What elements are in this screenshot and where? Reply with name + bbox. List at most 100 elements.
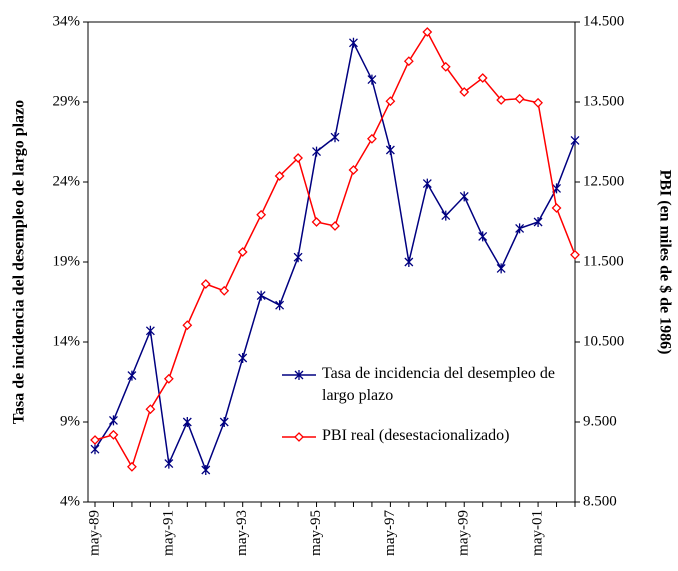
data-point xyxy=(256,209,267,220)
data-point xyxy=(477,73,488,83)
diamond-marker xyxy=(293,153,303,163)
data-point xyxy=(422,178,432,189)
diamond-marker xyxy=(459,87,470,97)
asterisk-marker xyxy=(459,191,469,202)
legend-label: Tasa de incidencia del desempleo de larg… xyxy=(322,365,555,404)
diamond-marker xyxy=(570,249,580,260)
diamond-marker xyxy=(385,96,396,107)
data-point xyxy=(182,417,192,427)
x-tick-label: may-01 xyxy=(530,510,546,556)
x-tick-label: may-91 xyxy=(160,510,176,556)
diamond-marker xyxy=(256,209,267,220)
data-point xyxy=(385,145,395,155)
y2-tick-label: 8.500 xyxy=(583,493,617,509)
data-point xyxy=(459,87,470,97)
y-tick-label: 14% xyxy=(53,333,81,349)
legend-label: PBI real (desestacionalizado) xyxy=(322,427,510,444)
y2-tick-label: 11.500 xyxy=(583,253,624,269)
y2-axis-title: PBI (en miles de $ de 1986) xyxy=(656,170,673,355)
data-point xyxy=(348,165,359,175)
data-point xyxy=(385,96,396,107)
asterisk-marker xyxy=(349,37,358,48)
data-point xyxy=(441,210,451,221)
data-point xyxy=(496,95,507,105)
data-point xyxy=(219,417,229,427)
data-point xyxy=(551,203,562,213)
legend-marker xyxy=(294,370,304,380)
data-point xyxy=(237,247,248,257)
legend-label-box: Tasa de incidencia del desempleo de larg… xyxy=(322,365,555,404)
diamond-marker xyxy=(551,203,562,213)
asterisk-marker xyxy=(275,300,285,311)
diamond-marker xyxy=(219,285,230,296)
y2-tick-label: 12.500 xyxy=(583,173,624,189)
y2-tick-label: 9.500 xyxy=(583,413,617,429)
asterisk-marker xyxy=(182,417,192,427)
x-tick-label: may-99 xyxy=(456,510,472,556)
data-point xyxy=(312,146,321,157)
data-point xyxy=(293,153,303,163)
data-point xyxy=(238,353,248,363)
y-tick-label: 24% xyxy=(53,173,81,189)
data-point xyxy=(163,373,174,384)
diamond-marker xyxy=(440,61,451,72)
data-point xyxy=(145,404,156,415)
data-point xyxy=(367,74,377,85)
asterisk-marker xyxy=(385,145,395,155)
data-point xyxy=(127,461,137,472)
x-tick-label: may-97 xyxy=(382,510,398,556)
asterisk-marker xyxy=(219,417,229,427)
data-point xyxy=(440,61,451,72)
legend-marker xyxy=(294,432,304,442)
data-point xyxy=(164,458,174,469)
diamond-marker xyxy=(533,97,543,108)
data-point xyxy=(533,97,543,108)
data-point xyxy=(182,320,193,331)
diamond-marker xyxy=(367,133,377,144)
data-point xyxy=(109,415,118,426)
data-point xyxy=(90,444,100,455)
asterisk-marker xyxy=(441,210,451,221)
data-point xyxy=(404,257,414,267)
diamond-marker xyxy=(348,165,359,175)
data-point xyxy=(200,279,211,289)
data-point xyxy=(330,221,340,231)
y-axis-title: Tasa de incidencia del desempleo de larg… xyxy=(11,100,28,424)
data-point xyxy=(570,249,580,260)
asterisk-marker xyxy=(533,217,543,227)
asterisk-marker xyxy=(404,257,414,267)
asterisk-marker xyxy=(201,465,211,475)
data-point xyxy=(90,435,100,445)
diamond-marker xyxy=(496,95,507,105)
data-point xyxy=(127,370,137,381)
diamond-marker xyxy=(477,73,488,83)
data-point xyxy=(478,231,488,242)
x-tick-label: may-95 xyxy=(308,510,324,556)
data-point xyxy=(219,285,230,296)
y2-tick-label: 10.500 xyxy=(583,333,624,349)
asterisk-marker xyxy=(330,132,340,143)
data-point xyxy=(201,465,211,475)
asterisk-marker xyxy=(109,415,118,426)
asterisk-marker xyxy=(312,146,321,157)
diamond-marker xyxy=(182,320,193,331)
asterisk-marker xyxy=(145,325,155,336)
diamond-marker xyxy=(311,217,322,227)
y-tick-label: 4% xyxy=(60,493,80,509)
data-point xyxy=(514,93,525,104)
asterisk-marker xyxy=(256,290,266,301)
data-point xyxy=(330,132,340,143)
diamond-marker xyxy=(90,435,100,445)
asterisk-marker xyxy=(367,74,377,85)
diamond-marker xyxy=(514,93,525,104)
legend-entry: Tasa de incidencia del desempleo de larg… xyxy=(282,365,555,404)
legend-entry: PBI real (desestacionalizado) xyxy=(282,427,510,444)
data-point xyxy=(349,37,358,48)
y-tick-label: 34% xyxy=(53,13,81,29)
asterisk-marker xyxy=(515,223,525,234)
data-point xyxy=(367,133,377,144)
asterisk-marker xyxy=(238,353,248,363)
asterisk-marker xyxy=(164,458,174,469)
data-point xyxy=(422,27,433,37)
